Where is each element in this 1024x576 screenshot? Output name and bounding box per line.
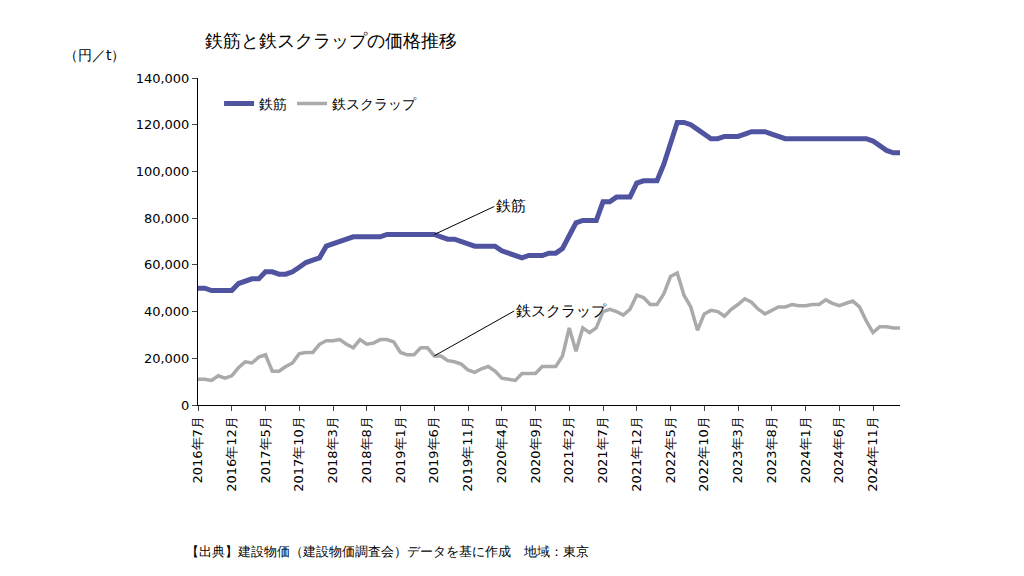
svg-text:鉄筋: 鉄筋 <box>496 197 526 215</box>
svg-text:40,000: 40,000 <box>144 304 190 319</box>
svg-text:2020年9月: 2020年9月 <box>528 416 543 483</box>
svg-text:2023年8月: 2023年8月 <box>764 416 779 483</box>
svg-text:鉄スクラップ: 鉄スクラップ <box>332 96 417 112</box>
svg-text:鉄筋: 鉄筋 <box>259 96 287 112</box>
svg-text:80,000: 80,000 <box>144 211 190 226</box>
svg-text:【出典】建設物価（建設物価調査会）データを基に作成 地域：東: 【出典】建設物価（建設物価調査会）データを基に作成 地域：東京 <box>186 544 589 559</box>
svg-text:2022年10月: 2022年10月 <box>696 416 711 492</box>
svg-text:2019年1月: 2019年1月 <box>393 416 408 483</box>
svg-text:2018年3月: 2018年3月 <box>325 416 340 483</box>
svg-text:2017年10月: 2017年10月 <box>291 416 306 492</box>
svg-text:0: 0 <box>181 398 189 413</box>
svg-text:2016年12月: 2016年12月 <box>224 416 239 492</box>
svg-text:2016年7月: 2016年7月 <box>190 416 205 483</box>
svg-text:2024年6月: 2024年6月 <box>831 416 846 483</box>
svg-text:2023年3月: 2023年3月 <box>730 416 745 483</box>
svg-text:2021年7月: 2021年7月 <box>595 416 610 483</box>
svg-text:2020年4月: 2020年4月 <box>494 416 509 483</box>
svg-text:2017年5月: 2017年5月 <box>258 416 273 483</box>
svg-text:100,000: 100,000 <box>136 164 190 179</box>
svg-text:鉄スクラップ: 鉄スクラップ <box>516 302 607 320</box>
svg-text:鉄筋と鉄スクラップの価格推移: 鉄筋と鉄スクラップの価格推移 <box>205 30 457 51</box>
svg-text:60,000: 60,000 <box>144 257 190 272</box>
svg-text:2024年1月: 2024年1月 <box>798 416 813 483</box>
svg-text:120,000: 120,000 <box>136 117 190 132</box>
svg-text:2018年8月: 2018年8月 <box>359 416 374 483</box>
svg-text:2021年12月: 2021年12月 <box>629 416 644 492</box>
svg-text:140,000: 140,000 <box>136 71 190 86</box>
svg-text:2024年11月: 2024年11月 <box>865 416 880 492</box>
svg-text:2019年11月: 2019年11月 <box>460 416 475 492</box>
svg-text:20,000: 20,000 <box>144 351 190 366</box>
svg-text:2021年2月: 2021年2月 <box>561 416 576 483</box>
svg-text:2022年5月: 2022年5月 <box>663 416 678 483</box>
svg-text:（円／t）: （円／t） <box>64 47 126 63</box>
svg-text:2019年6月: 2019年6月 <box>426 416 441 483</box>
